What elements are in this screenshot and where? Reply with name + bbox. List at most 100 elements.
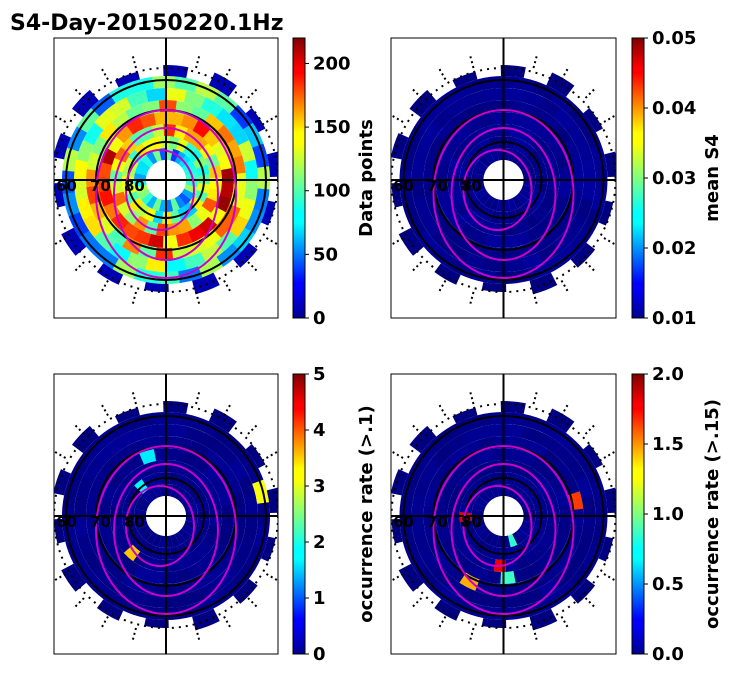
data-bin: [146, 151, 158, 165]
data-bin: [153, 112, 170, 125]
data-bin: [212, 217, 233, 239]
data-bin: [99, 525, 115, 543]
data-bin: [134, 508, 147, 516]
data-bin: [134, 502, 149, 512]
data-bin: [459, 572, 480, 591]
data-bin: [491, 447, 507, 461]
data-bin: [521, 90, 544, 109]
data-bin: [503, 88, 525, 103]
data-bin: [532, 205, 549, 223]
data-bin: [536, 143, 553, 160]
local-time-tick: [101, 279, 109, 292]
data-bin: [228, 458, 250, 482]
local-time-tick: [469, 627, 475, 640]
data-bin: [552, 124, 573, 146]
data-bin: [133, 565, 152, 582]
local-time-tick: [532, 291, 538, 304]
data-bin: [86, 487, 103, 507]
data-bin: [581, 180, 596, 201]
data-bin: [120, 137, 138, 155]
local-time-tick: [560, 279, 569, 292]
data-bin: [180, 450, 199, 467]
data-bin: [200, 578, 224, 600]
data-bin: [134, 520, 148, 530]
colorbar-tick-label: 0: [313, 308, 326, 329]
local-time-tick: [277, 484, 278, 486]
data-bin: [416, 230, 440, 256]
data-bin: [145, 593, 166, 608]
data-bin: [137, 495, 151, 508]
local-time-tick: [391, 209, 392, 212]
local-time-tick: [195, 627, 201, 640]
data-bin: [107, 226, 129, 247]
data-bin: [463, 90, 487, 108]
data-bin: [181, 496, 195, 508]
data-bin: [133, 229, 152, 246]
data-bin: [215, 530, 232, 549]
data-bin: [108, 242, 132, 263]
chart-panel-2: 60 70 80 0.01 0.02 0.03 0.04 0.05 mean S4: [390, 28, 723, 329]
plot-area: 60 70 80: [54, 374, 278, 654]
data-bin: [481, 282, 507, 292]
data-bin: [99, 121, 120, 143]
colorbar-label: occurrence rate (>.1): [356, 405, 377, 622]
data-bin: [519, 160, 533, 172]
data-bin: [527, 105, 548, 124]
data-bin: [243, 516, 258, 537]
data-bin: [463, 251, 486, 270]
local-time-tick: [74, 597, 85, 608]
data-bin: [168, 112, 185, 127]
data-bin: [500, 571, 516, 584]
data-bin: [485, 233, 501, 248]
data-bin: [175, 567, 193, 583]
data-bin: [260, 200, 276, 226]
data-bin: [482, 593, 504, 608]
data-bin: [503, 258, 524, 272]
data-bin: [567, 440, 591, 466]
colorbar-gradient: [631, 37, 645, 319]
data-bin: [485, 569, 501, 584]
data-bin: [233, 242, 258, 268]
data-bin: [458, 557, 477, 576]
auroral-oval-line: [462, 149, 533, 231]
colorbar-label: mean S4: [702, 134, 723, 222]
data-bin: [463, 426, 487, 444]
data-bin: [170, 198, 180, 212]
data-bin: [126, 117, 145, 135]
data-bin: [553, 444, 576, 467]
figure-title: S4-Day-20150220.1Hz: [10, 11, 284, 36]
data-bin: [134, 172, 147, 180]
data-bin: [199, 479, 216, 496]
data-bin: [233, 578, 258, 604]
data-bin: [483, 195, 495, 209]
colorbar-tick-label: 0.01: [652, 308, 696, 329]
data-bin: [445, 226, 466, 247]
data-bin: [581, 516, 596, 537]
data-bin: [565, 214, 587, 238]
plot-area: 60 70 80: [391, 374, 616, 654]
data-bin: [513, 231, 531, 247]
local-time-tick: [54, 546, 55, 548]
colorbar-tick-label: 4: [313, 420, 326, 441]
data-bin: [125, 251, 149, 270]
local-time-tick: [560, 615, 569, 628]
local-time-tick: [195, 56, 201, 69]
data-bin: [435, 497, 450, 514]
local-time-tick: [131, 291, 137, 304]
data-bin: [221, 167, 234, 184]
data-bin: [238, 140, 256, 163]
data-bin: [145, 257, 166, 272]
local-time-tick: [392, 237, 404, 245]
data-bin: [215, 444, 239, 467]
data-bin: [96, 599, 124, 621]
data-bin: [200, 565, 222, 585]
data-bin: [120, 473, 138, 491]
data-bin: [215, 108, 239, 131]
local-time-tick: [247, 261, 258, 272]
data-bin: [183, 252, 206, 270]
data-bin: [558, 167, 572, 184]
auroral-oval-line: [113, 127, 219, 261]
data-bin: [472, 166, 486, 176]
data-bin: [237, 533, 256, 557]
local-time-tick: [560, 404, 569, 417]
